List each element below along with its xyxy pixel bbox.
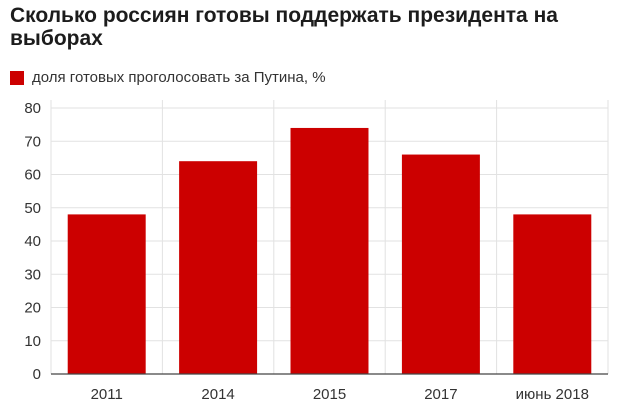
- x-tick-label: 2017: [424, 386, 457, 403]
- legend-swatch: [10, 70, 24, 85]
- y-tick-label: 40: [24, 233, 41, 250]
- y-tick-label: 10: [24, 333, 41, 350]
- x-tick-label: 2011: [91, 386, 123, 403]
- chart-title: Сколько россиян готовы поддержать презид…: [10, 4, 558, 50]
- bar: [513, 214, 592, 374]
- bar: [401, 154, 480, 374]
- y-tick-label: 30: [24, 266, 41, 283]
- bar: [179, 161, 258, 374]
- y-tick-label: 60: [24, 167, 41, 184]
- axes: 0 10 20 30 40 50 60 70 80 2011 2014 2015 2017 июнь 20…: [24, 100, 608, 403]
- legend: доля готовых проголосовать за Путина, %: [10, 69, 326, 86]
- legend-label: доля готовых проголосовать за Путина, %: [32, 69, 326, 86]
- x-tick-label: июнь 2018: [516, 386, 589, 403]
- y-tick-label: 80: [24, 100, 41, 117]
- x-tick-label: 2014: [201, 386, 234, 403]
- y-tick-label: 70: [24, 133, 41, 150]
- y-tick-label: 0: [33, 366, 41, 383]
- bars: [67, 127, 592, 374]
- y-tick-label: 20: [24, 300, 41, 317]
- bar: [290, 127, 369, 374]
- bar: [67, 214, 146, 374]
- y-tick-label: 50: [24, 200, 41, 217]
- x-tick-label: 2015: [313, 386, 346, 403]
